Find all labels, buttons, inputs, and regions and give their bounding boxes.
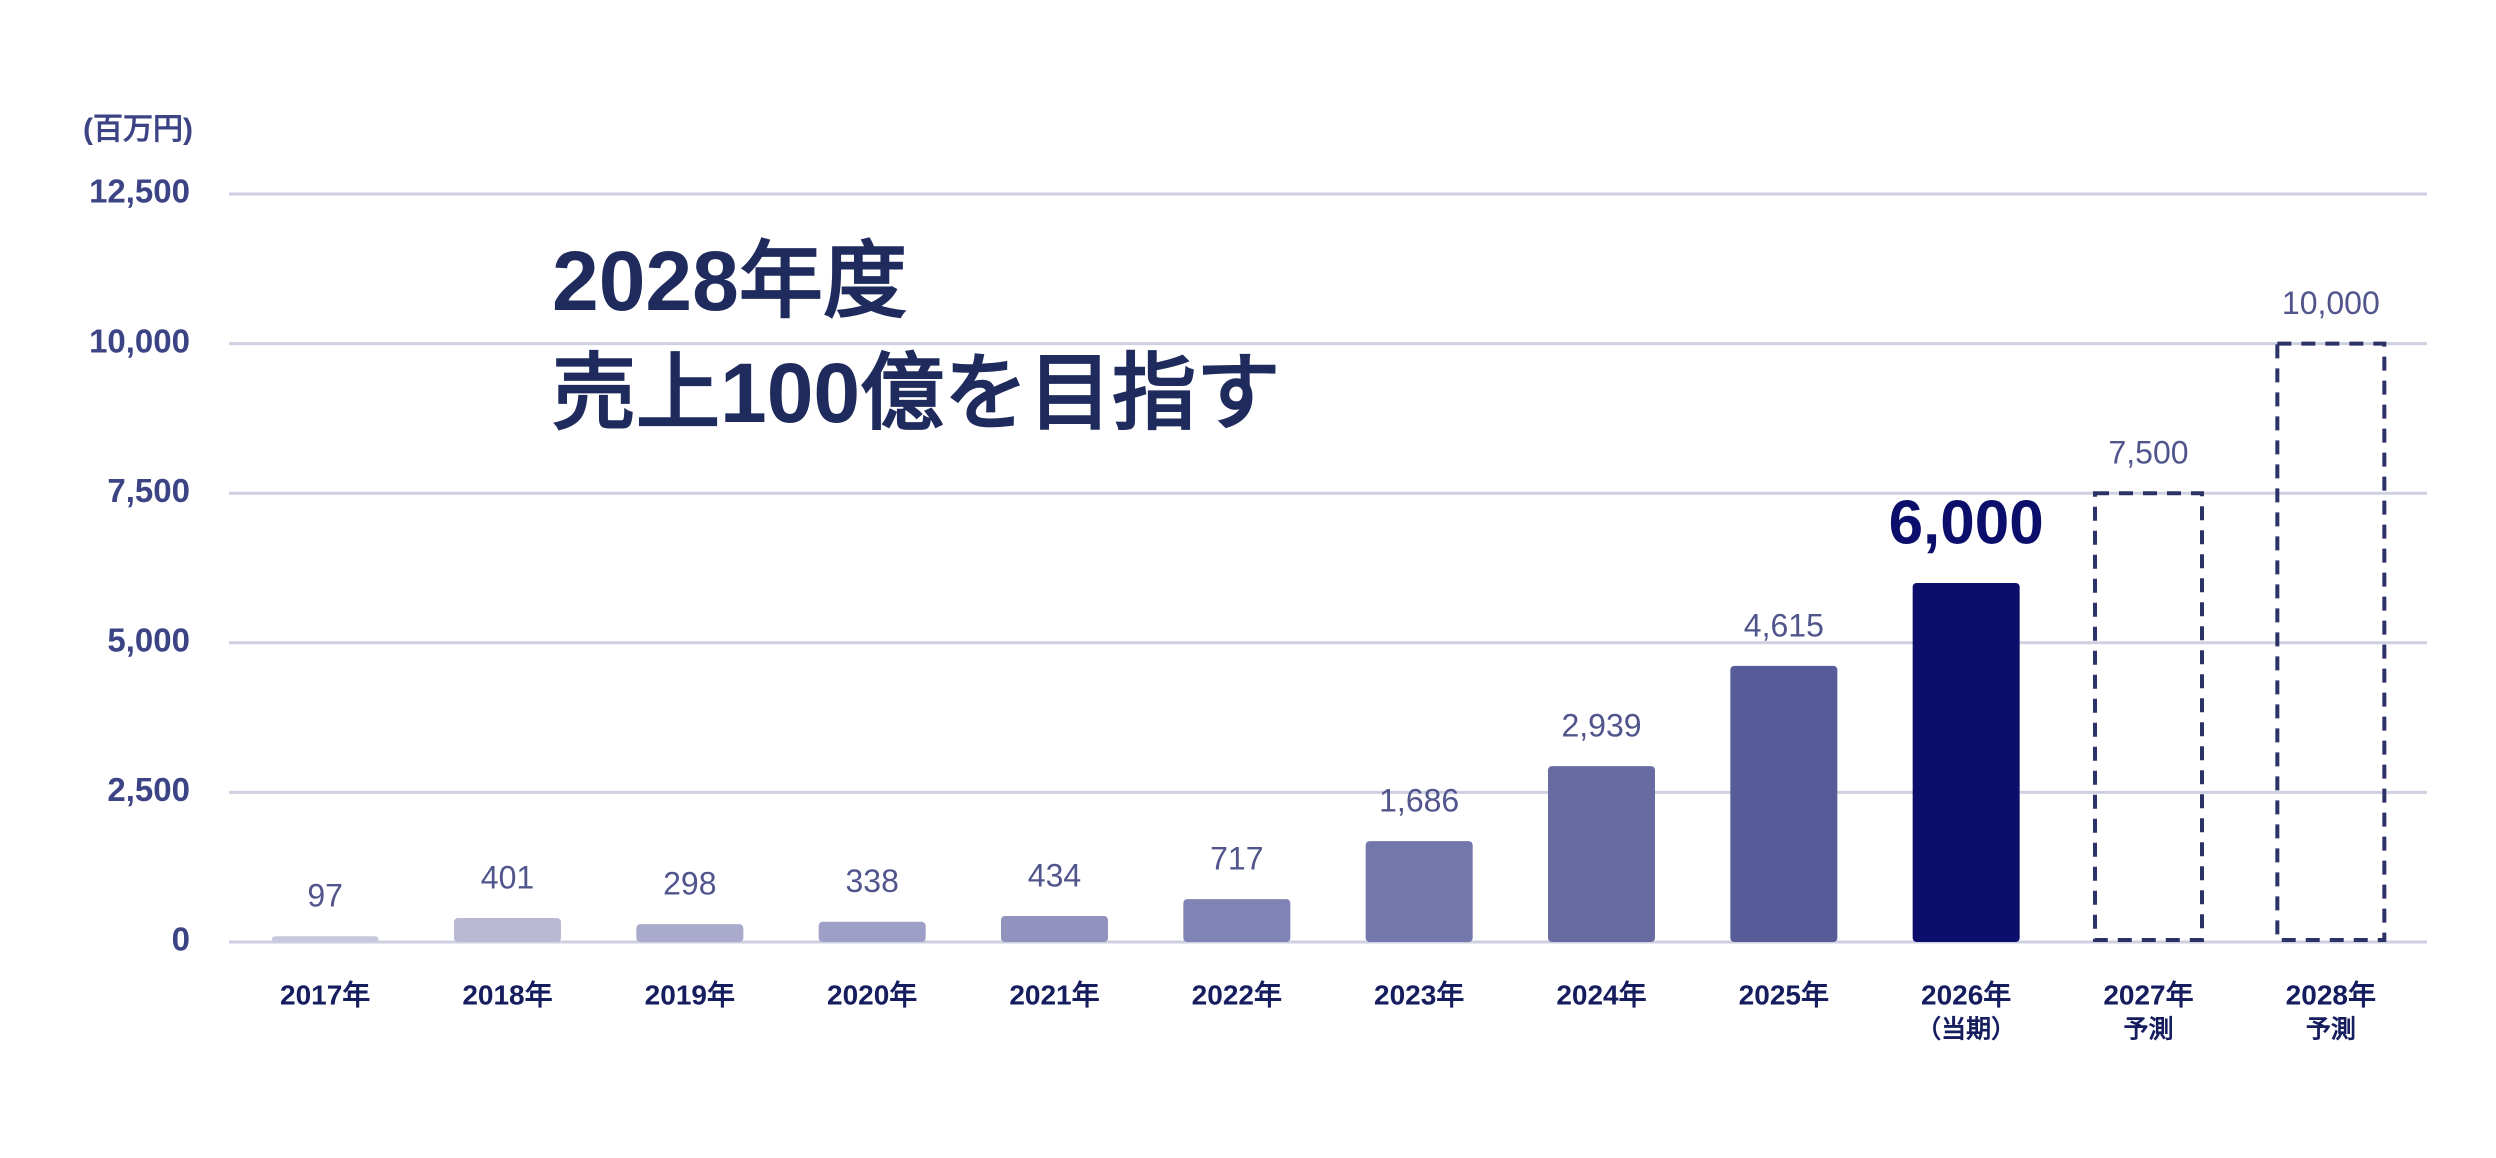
- value-label: 298: [663, 866, 716, 902]
- x-tick-note: 予測: [2123, 1016, 2173, 1044]
- bar: [1548, 766, 1655, 942]
- bar: [1365, 841, 1473, 942]
- x-tick-label: 2018年: [462, 978, 552, 1010]
- forecast-bar: [2093, 491, 2204, 942]
- x-tick-label: 2028年: [2286, 978, 2376, 1010]
- x-tick-label: 2022年: [1192, 978, 1282, 1010]
- bar: [1730, 665, 1838, 942]
- x-tick-label: 2020年: [827, 978, 917, 1010]
- x-tick-label: 2017年: [280, 978, 370, 1010]
- chart-title: 売上100億を目指す: [552, 346, 1280, 440]
- forecast-bar: [2275, 341, 2387, 943]
- bar: [271, 936, 379, 942]
- y-tick-label: 0: [172, 921, 190, 958]
- x-tick-label: 2021年: [1009, 978, 1099, 1010]
- bar: [454, 918, 561, 942]
- value-label: 97: [307, 878, 343, 914]
- y-axis-label: (百万円): [83, 113, 193, 146]
- x-tick-label: 2019年: [645, 978, 735, 1010]
- chart-title: 2028年度: [552, 234, 907, 328]
- x-tick-label: 2024年: [1556, 978, 1646, 1010]
- value-label: 2,939: [1561, 708, 1641, 744]
- bar: [818, 921, 926, 942]
- y-tick-label: 5,000: [107, 622, 190, 659]
- value-label: 4,615: [1744, 607, 1824, 643]
- x-tick-label: 2023年: [1374, 978, 1464, 1010]
- bar: [1183, 899, 1291, 942]
- value-label: 1,686: [1379, 783, 1459, 819]
- value-label: 10,000: [2282, 285, 2380, 321]
- x-tick-label: 2027年: [2103, 978, 2193, 1010]
- value-label: 434: [1028, 857, 1081, 893]
- bar: [1912, 582, 2020, 942]
- x-tick-note: （当期）: [1916, 1015, 2016, 1044]
- x-tick-label: 2026年: [1921, 978, 2011, 1010]
- y-tick-label: 7,500: [107, 472, 190, 509]
- value-label: 338: [845, 863, 898, 899]
- bar: [1001, 916, 1108, 942]
- y-tick-label: 12,500: [89, 173, 190, 210]
- value-label: 717: [1210, 841, 1263, 877]
- highlight-value-label: 6,000: [1889, 488, 2044, 557]
- y-tick-label: 10,000: [89, 322, 190, 359]
- value-label: 7,500: [2108, 435, 2188, 471]
- x-tick-note: 予測: [2306, 1016, 2356, 1044]
- bar: [636, 924, 744, 942]
- x-tick-label: 2025年: [1739, 978, 1829, 1010]
- y-tick-label: 2,500: [107, 771, 190, 808]
- value-label: 401: [481, 859, 534, 895]
